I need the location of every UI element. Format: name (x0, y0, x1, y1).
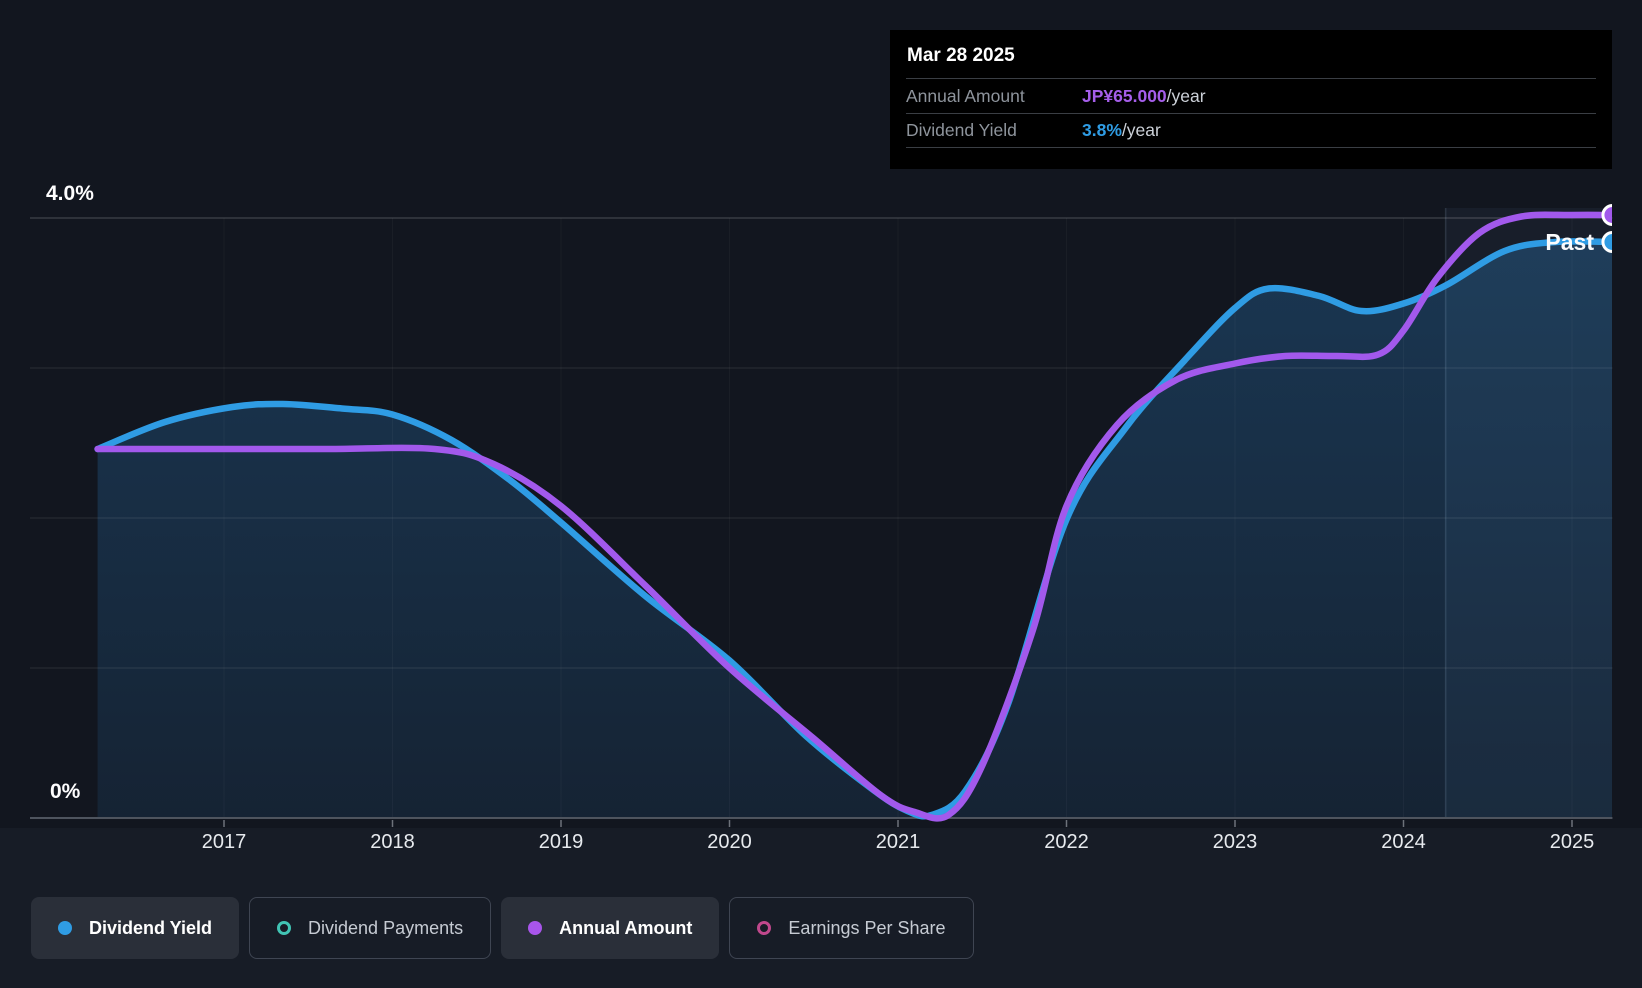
past-label: Past (1545, 229, 1594, 255)
legend-label: Earnings Per Share (788, 917, 946, 938)
x-tick-label: 2024 (1381, 831, 1426, 853)
x-tick-label: 2020 (707, 831, 752, 853)
legend-toggle-earnings-per-share[interactable]: Earnings Per Share (729, 897, 974, 959)
tooltip-row-value: 3.8% (1082, 120, 1122, 140)
dividend-payments-ring-icon (277, 921, 292, 935)
tooltip-row-annual-amount: Annual Amount JP¥65.000/year (906, 78, 1596, 113)
x-tick-label: 2019 (538, 831, 584, 853)
annual-amount-dot-icon (528, 921, 543, 935)
tooltip-row-label: Dividend Yield (906, 120, 1017, 140)
x-tick-label: 2022 (1044, 831, 1089, 853)
area-fill (97, 241, 1612, 818)
legend-label: Dividend Yield (89, 917, 213, 938)
tooltip-row-label: Annual Amount (906, 85, 1025, 106)
y-axis-label-min: 0% (50, 780, 81, 803)
y-axis-label-max: 4.0% (46, 182, 94, 205)
x-tick-label: 2017 (201, 831, 247, 853)
hover-tooltip: Mar 28 2025 Annual Amount JP¥65.000/year… (890, 30, 1612, 169)
tooltip-row-value: JP¥65.000 (1082, 85, 1167, 106)
tooltip-row-dividend-yield: Dividend Yield 3.8%/year (906, 113, 1596, 148)
legend-toggle-dividend-yield[interactable]: Dividend Yield (31, 897, 240, 959)
x-tick-label: 2023 (1212, 831, 1258, 853)
series-lines (94, 211, 1612, 822)
x-tick-label: 2025 (1549, 831, 1595, 853)
tooltip-date: Mar 28 2025 (907, 45, 1015, 66)
chart-canvas[interactable]: Past (0, 0, 1642, 828)
x-tick-label: 2018 (370, 831, 415, 853)
past-band (1444, 208, 1612, 818)
tooltip-row-suffix: /year (1121, 120, 1161, 140)
gridlines (30, 217, 1613, 827)
legend-toggle-annual-amount[interactable]: Annual Amount (501, 897, 720, 959)
legend-label: Annual Amount (559, 917, 693, 938)
earnings-per-share-ring-icon (757, 921, 772, 935)
series-end-markers (1601, 204, 1612, 253)
x-tick-label: 2021 (875, 831, 921, 853)
chart-legend: Dividend Yield Dividend Payments Annual … (31, 897, 974, 959)
tooltip-row-suffix: /year (1166, 85, 1206, 106)
legend-label: Dividend Payments (308, 917, 464, 938)
legend-toggle-dividend-payments[interactable]: Dividend Payments (249, 897, 492, 959)
dividend-yield-dot-icon (58, 921, 72, 935)
